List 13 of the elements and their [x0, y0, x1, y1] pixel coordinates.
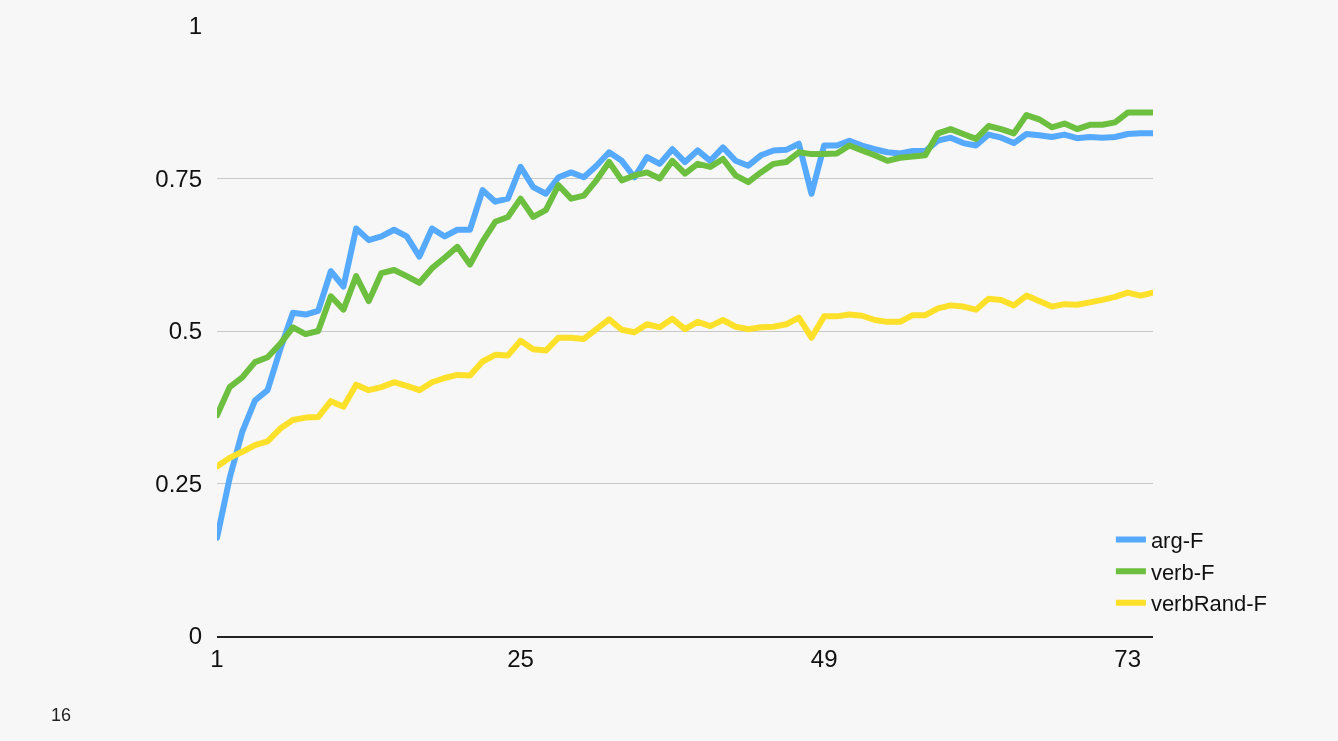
- legend-label: arg-F: [1150, 528, 1204, 554]
- y-tick-label: 0.25: [155, 469, 202, 497]
- y-tick-label: 0.5: [168, 317, 202, 345]
- y-tick-label: 0.75: [155, 164, 202, 192]
- legend-label: verbRand-F: [1150, 591, 1268, 617]
- y-tick-label: 1: [188, 12, 202, 40]
- x-tick-label: 73: [1114, 644, 1142, 672]
- text: 16: [51, 705, 72, 725]
- x-tick-label: 1: [210, 644, 224, 672]
- y-tick-label: 0: [188, 622, 202, 650]
- x-tick-label: 49: [810, 644, 838, 672]
- legend-label: verb-F: [1150, 559, 1215, 585]
- x-tick-label: 25: [507, 644, 534, 672]
